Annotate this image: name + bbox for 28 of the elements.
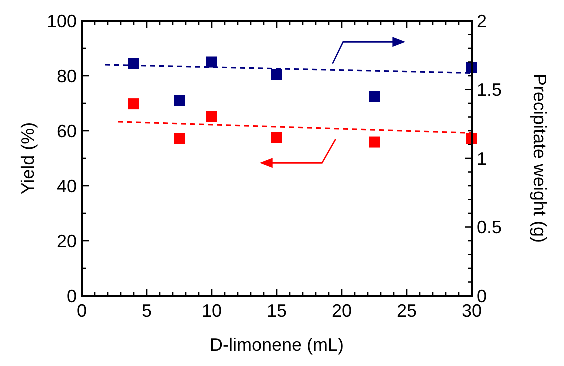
point <box>128 58 140 70</box>
y2-tick-label: 0.5 <box>477 218 502 238</box>
y2-tick-label: 1.5 <box>477 80 502 100</box>
point <box>206 56 218 68</box>
x-tick-label: 20 <box>332 301 352 321</box>
y2-tick-label: 2 <box>477 11 488 32</box>
point <box>272 69 282 80</box>
y-tick-label: 40 <box>56 176 77 196</box>
point <box>272 132 282 144</box>
y2-axis-title: Precipitate weight (g) <box>530 74 550 244</box>
x-tick-label: 10 <box>202 301 222 321</box>
x-tick-label: 5 <box>142 301 152 321</box>
y-tick-label: 100 <box>46 11 77 32</box>
y-tick-label: 0 <box>66 286 77 306</box>
y-tick-label: 20 <box>56 231 77 252</box>
x-axis-title: D-limonene (mL) <box>210 335 344 355</box>
y-tick-label: 80 <box>56 66 77 86</box>
point <box>174 95 185 106</box>
point <box>174 133 185 144</box>
y2-tick-label: 1 <box>477 148 488 169</box>
x-tick-label: 15 <box>266 301 288 321</box>
x-tick-label: 25 <box>396 301 418 321</box>
point <box>206 111 218 122</box>
y-tick-label: 60 <box>56 121 77 142</box>
point <box>369 136 380 148</box>
point <box>369 91 380 102</box>
y-axis-title: Yield (%) <box>18 122 38 195</box>
point <box>128 98 140 110</box>
